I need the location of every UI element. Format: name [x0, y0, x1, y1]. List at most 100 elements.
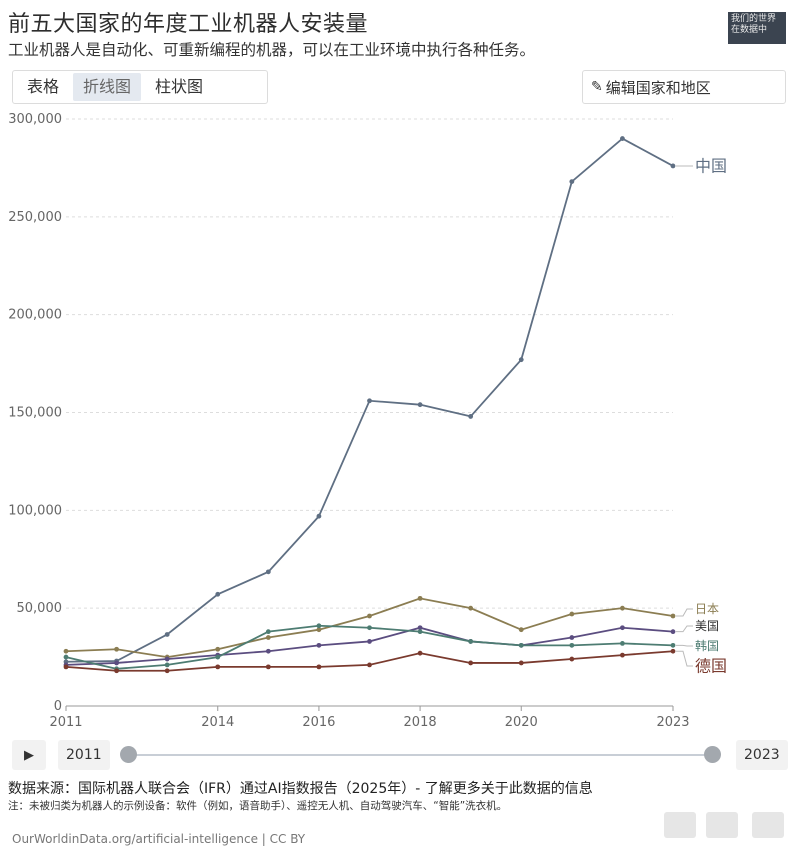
- data-point: [114, 661, 119, 666]
- series-end-label: 德国: [695, 657, 727, 676]
- x-tick-label: 2016: [302, 715, 335, 730]
- data-point: [165, 663, 170, 668]
- pencil-icon: ✎: [591, 79, 603, 95]
- chart-title: 前五大国家的年度工业机器人安装量: [8, 6, 368, 38]
- credit-link[interactable]: OurWorldinData.org/artificial-intelligen…: [12, 832, 305, 846]
- data-point: [266, 635, 271, 640]
- y-tick-label: 250,000: [8, 210, 62, 225]
- data-point: [468, 639, 473, 644]
- data-point: [620, 641, 625, 646]
- data-point: [671, 643, 676, 648]
- chart-subtitle: 工业机器人是自动化、可重新编程的机器，可以在工业环境中执行各种任务。: [8, 38, 535, 60]
- data-point: [165, 668, 170, 673]
- data-point: [367, 614, 372, 619]
- series-end-label: 韩国: [695, 638, 719, 653]
- series-end-label: 中国: [695, 157, 727, 176]
- label-connector: [676, 651, 693, 666]
- y-tick-label: 0: [54, 699, 62, 714]
- label-connector: [676, 609, 693, 616]
- label-connector: [676, 626, 693, 632]
- footnote: 注：未被归类为机器人的示例设备：软件（例如，语音助手）、遥控无人机、自动驾驶汽车…: [8, 798, 507, 813]
- data-point: [367, 639, 372, 644]
- data-point: [519, 661, 524, 666]
- data-point: [64, 664, 69, 669]
- data-point: [215, 647, 220, 652]
- data-point: [64, 649, 69, 654]
- tab-bar-chart[interactable]: 柱状图: [145, 73, 213, 101]
- timeline-start-handle[interactable]: [120, 746, 137, 763]
- label-connector: [676, 645, 693, 646]
- series-line: [66, 651, 673, 671]
- data-source[interactable]: 数据来源：国际机器人联合会（IFR）通过AI指数报告（2025年）- 了解更多关…: [8, 778, 593, 798]
- y-tick-label: 300,000: [8, 112, 62, 127]
- data-point: [671, 649, 676, 654]
- series-end-label: 美国: [695, 619, 719, 633]
- end-year-button[interactable]: 2023: [736, 740, 788, 770]
- data-point: [64, 655, 69, 660]
- data-point: [671, 629, 676, 634]
- fullscreen-button[interactable]: [706, 812, 738, 838]
- timeline-end-handle[interactable]: [704, 746, 721, 763]
- data-point: [569, 657, 574, 662]
- data-point: [620, 136, 625, 141]
- data-point: [468, 661, 473, 666]
- y-tick-label: 50,000: [17, 601, 63, 616]
- y-tick-label: 100,000: [8, 503, 62, 518]
- data-point: [266, 629, 271, 634]
- series-end-label: 日本: [695, 602, 719, 616]
- share-button[interactable]: [664, 812, 696, 838]
- data-point: [418, 402, 423, 407]
- x-tick-label: 2020: [505, 715, 538, 730]
- data-point: [569, 179, 574, 184]
- data-point: [418, 596, 423, 601]
- data-point: [266, 649, 271, 654]
- data-point: [215, 592, 220, 597]
- data-point: [165, 657, 170, 662]
- data-point: [569, 635, 574, 640]
- x-tick-label: 2023: [656, 715, 689, 730]
- data-point: [367, 398, 372, 403]
- play-icon: ▶: [24, 748, 34, 763]
- line-chart: 0 50,000 100,000 150,000 200,000 250,000 300,0…: [0, 108, 800, 734]
- data-point: [519, 627, 524, 632]
- data-point: [418, 629, 423, 634]
- data-point: [671, 614, 676, 619]
- data-point: [215, 655, 220, 660]
- data-point: [468, 414, 473, 419]
- data-point: [266, 569, 271, 574]
- data-point: [519, 357, 524, 362]
- download-button[interactable]: [752, 812, 784, 838]
- data-point: [165, 632, 170, 637]
- tab-table[interactable]: 表格: [17, 73, 69, 101]
- y-tick-label: 150,000: [8, 406, 62, 421]
- x-tick-label: 2018: [404, 715, 437, 730]
- edit-countries-button[interactable]: ✎ 编辑国家和地区: [582, 70, 786, 104]
- data-point: [367, 663, 372, 668]
- play-button[interactable]: ▶: [12, 740, 46, 770]
- data-point: [367, 625, 372, 630]
- data-point: [317, 664, 322, 669]
- data-point: [215, 664, 220, 669]
- timeline-track[interactable]: [128, 754, 713, 756]
- data-point: [418, 651, 423, 656]
- view-tabs: 表格 折线图 柱状图: [12, 70, 268, 104]
- data-point: [266, 664, 271, 669]
- tab-line-chart[interactable]: 折线图: [73, 73, 141, 101]
- y-tick-label: 200,000: [8, 308, 62, 323]
- start-year-button[interactable]: 2011: [58, 740, 110, 770]
- data-point: [620, 625, 625, 630]
- data-point: [569, 643, 574, 648]
- x-tick-label: 2011: [49, 715, 82, 730]
- data-point: [519, 643, 524, 648]
- x-tick-label: 2014: [201, 715, 234, 730]
- data-point: [620, 653, 625, 658]
- data-point: [317, 623, 322, 628]
- owid-logo[interactable]: 我们的世界在数据中: [728, 12, 786, 44]
- data-point: [468, 606, 473, 611]
- series-line: [66, 628, 673, 665]
- data-point: [620, 606, 625, 611]
- timeline: ▶ 2011 2023: [0, 734, 800, 778]
- data-point: [569, 612, 574, 617]
- data-point: [114, 668, 119, 673]
- data-point: [317, 514, 322, 519]
